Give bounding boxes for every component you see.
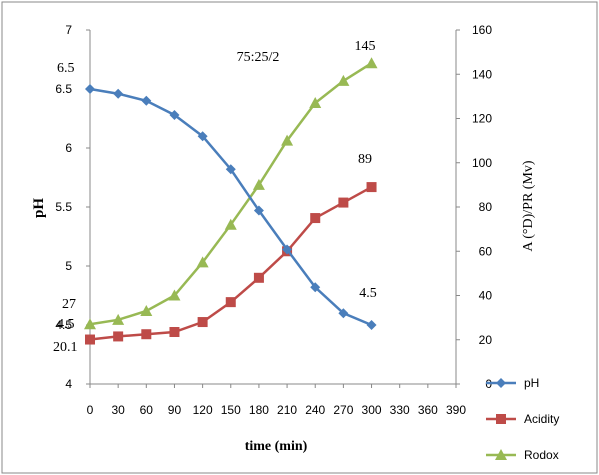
data-point-acidity [85, 334, 95, 345]
legend-marker-acidity [496, 414, 506, 424]
data-point-acidity [113, 331, 124, 342]
data-label: 89 [358, 152, 372, 167]
annotations-group: 6.5 4.5 27 20.1 145 89 4.5 [53, 39, 377, 355]
y-right-tick-label: 40 [479, 289, 493, 303]
data-point-acidity [338, 197, 349, 208]
y-left-tick-label: 4.5 [55, 318, 72, 332]
x-tick-label: 60 [140, 403, 154, 417]
data-point-rodox [281, 134, 294, 146]
legend-label-acidity: Acidity [524, 412, 559, 426]
data-point-ph [225, 164, 236, 175]
data-point-rodox [112, 313, 125, 325]
x-tick-label: 0 [87, 403, 94, 417]
y-left-tick-label: 7 [65, 23, 72, 37]
series-line-rodox [89, 62, 373, 326]
data-point-ph [282, 244, 293, 255]
x-tick-label: 210 [277, 403, 297, 417]
x-tick-label: 150 [221, 403, 241, 417]
data-point-rodox [337, 74, 350, 86]
x-tick-label: 120 [193, 403, 213, 417]
x-tick-label: 240 [305, 403, 325, 417]
data-point-rodox [168, 289, 181, 301]
legend-marker-ph [496, 378, 506, 388]
data-point-acidity [169, 327, 180, 338]
legend: pH Acidity Rodox [486, 376, 559, 462]
x-tick-label: 180 [249, 403, 269, 417]
x-axis-label: time (min) [245, 439, 308, 454]
data-point-ph [366, 320, 377, 330]
y-left-tick-label: 6 [65, 141, 72, 155]
data-point-rodox [84, 318, 96, 330]
data-point-acidity [225, 297, 236, 308]
data-point-rodox [140, 304, 153, 316]
data-label: 6.5 [57, 61, 75, 76]
legend-label-rodox: Rodox [524, 448, 559, 462]
data-point-acidity [366, 182, 377, 193]
data-point-ph [169, 109, 180, 120]
data-point-rodox [196, 256, 209, 268]
axes-group: 44.555.566.57020406080100120140160030609… [55, 23, 492, 417]
data-label: 4.5 [57, 317, 75, 332]
series-layer [84, 57, 378, 345]
data-point-ph [253, 205, 264, 216]
chart-title: 75:25/2 [237, 50, 280, 65]
y-axis-left-label: pH [31, 198, 47, 218]
data-point-rodox [224, 218, 237, 230]
y-right-tick-label: 140 [472, 67, 492, 81]
y-right-tick-label: 20 [479, 333, 493, 347]
data-point-acidity [197, 317, 208, 328]
y-right-tick-label: 120 [472, 112, 492, 126]
series-line-ph [89, 87, 373, 327]
data-point-ph [85, 84, 95, 94]
legend-label-ph: pH [524, 376, 539, 390]
data-label: 4.5 [359, 286, 377, 301]
data-point-acidity [253, 272, 264, 283]
x-tick-label: 270 [333, 403, 353, 417]
data-point-ph [113, 88, 124, 99]
x-tick-label: 330 [390, 403, 410, 417]
y-right-tick-label: 80 [479, 200, 493, 214]
data-point-rodox [365, 57, 378, 69]
data-label: 145 [355, 39, 376, 54]
y-right-tick-label: 60 [479, 244, 493, 258]
data-point-ph [338, 308, 349, 319]
data-point-acidity [310, 213, 321, 224]
data-label: 27 [62, 297, 76, 312]
y-axis-right-label: A (°D)/PR (Mv) [521, 160, 536, 251]
x-tick-label: 390 [446, 403, 466, 417]
x-tick-label: 90 [168, 403, 182, 417]
data-point-rodox [252, 178, 265, 190]
x-tick-label: 360 [418, 403, 438, 417]
data-point-ph [310, 282, 321, 293]
data-point-ph [197, 131, 208, 142]
y-right-tick-label: 100 [472, 156, 492, 170]
data-point-acidity [141, 329, 152, 340]
y-left-tick-label: 6.5 [55, 82, 72, 96]
data-label: 20.1 [53, 340, 78, 355]
y-right-tick-label: 160 [472, 23, 492, 37]
x-tick-label: 30 [111, 403, 125, 417]
y-left-tick-label: 5 [65, 259, 72, 273]
y-left-tick-label: 4 [65, 377, 72, 391]
y-left-tick-label: 5.5 [55, 200, 72, 214]
x-tick-label: 300 [362, 403, 382, 417]
data-point-ph [141, 95, 152, 106]
data-point-rodox [309, 97, 322, 109]
legend-marker-rodox [495, 449, 507, 460]
